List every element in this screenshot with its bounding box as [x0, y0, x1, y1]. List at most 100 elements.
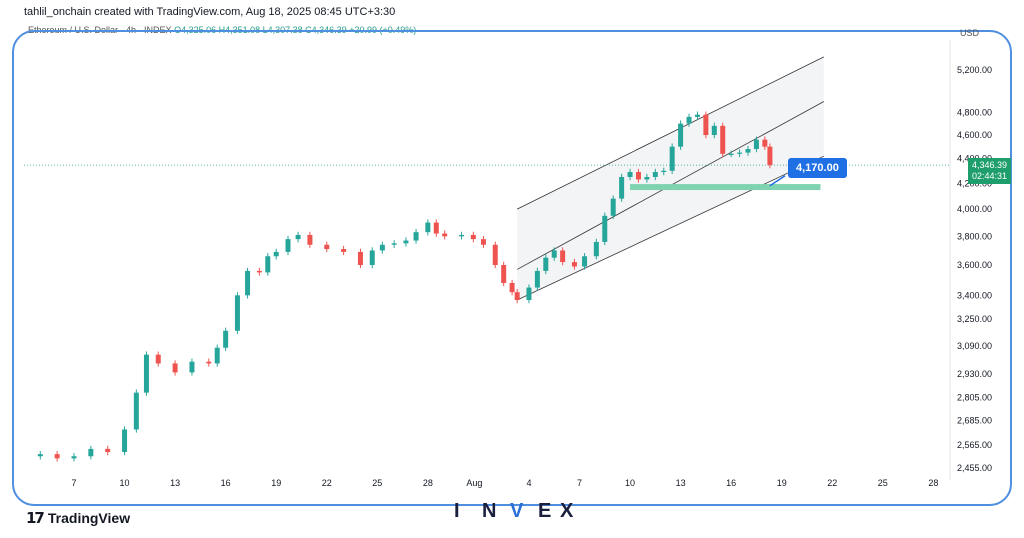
candle[interactable]: [762, 139, 768, 147]
candle[interactable]: [602, 215, 608, 242]
y-tick-label: 3,800.00: [957, 231, 992, 241]
candle[interactable]: [459, 234, 465, 237]
y-tick-label: 2,565.00: [957, 440, 992, 450]
candle[interactable]: [88, 448, 94, 457]
candle[interactable]: [737, 152, 743, 154]
candle[interactable]: [728, 153, 734, 155]
x-tick-label: 4: [526, 478, 531, 488]
candle[interactable]: [610, 198, 616, 216]
last-price-value: 4,346.39: [971, 160, 1007, 170]
candle[interactable]: [273, 251, 279, 257]
x-tick-label: 13: [676, 478, 686, 488]
candle[interactable]: [155, 354, 161, 364]
currency-label: USD: [960, 28, 980, 38]
candle[interactable]: [543, 257, 549, 271]
y-tick-label: 5,200.00: [957, 65, 992, 75]
candle[interactable]: [582, 256, 588, 267]
x-tick-label: 28: [928, 478, 938, 488]
invex-watermark: I N V E X: [448, 494, 578, 530]
candle[interactable]: [369, 250, 375, 266]
candle[interactable]: [619, 176, 625, 199]
channel-lower-line[interactable]: [516, 155, 824, 301]
candle[interactable]: [214, 347, 220, 364]
brand-letter-x: X: [560, 500, 576, 522]
chart-creator-note: tahlil_onchain created with TradingView.…: [24, 6, 396, 18]
candle[interactable]: [644, 176, 650, 180]
candle[interactable]: [206, 361, 212, 364]
candle[interactable]: [37, 454, 43, 457]
y-tick-label: 4,000.00: [957, 204, 992, 214]
candle[interactable]: [560, 250, 566, 263]
candle[interactable]: [189, 361, 195, 373]
candle[interactable]: [492, 244, 498, 266]
candle[interactable]: [54, 454, 60, 459]
candle[interactable]: [379, 244, 385, 251]
chart-frame: [12, 30, 1012, 506]
candle[interactable]: [245, 270, 251, 296]
candle[interactable]: [678, 123, 684, 147]
candle[interactable]: [122, 429, 128, 453]
candle[interactable]: [661, 170, 667, 173]
candle[interactable]: [551, 250, 557, 258]
x-tick-label: 19: [271, 478, 281, 488]
candle[interactable]: [172, 363, 178, 373]
candle[interactable]: [265, 256, 271, 273]
brand-letter-e: E: [538, 500, 554, 522]
candle[interactable]: [143, 354, 149, 393]
candle[interactable]: [753, 139, 759, 150]
candle[interactable]: [593, 241, 599, 257]
x-tick-label: 25: [878, 478, 888, 488]
candle[interactable]: [526, 287, 532, 301]
candle[interactable]: [745, 149, 751, 153]
candle[interactable]: [324, 244, 330, 250]
candle[interactable]: [433, 222, 439, 234]
y-tick-label: 3,250.00: [957, 314, 992, 324]
y-tick-label: 4,600.00: [957, 130, 992, 140]
candle[interactable]: [635, 172, 641, 180]
last-price-tag: 4,346.39 02:44:31: [967, 158, 1011, 184]
candle[interactable]: [480, 239, 486, 245]
candle[interactable]: [256, 270, 262, 273]
brand-letter-v: V: [510, 500, 526, 522]
candle-countdown: 02:44:31: [971, 171, 1007, 181]
candle[interactable]: [627, 172, 633, 177]
candle[interactable]: [105, 448, 111, 453]
candle[interactable]: [223, 330, 229, 348]
candle[interactable]: [470, 234, 476, 240]
candle[interactable]: [133, 392, 139, 430]
candle[interactable]: [720, 125, 726, 154]
candle[interactable]: [295, 234, 301, 240]
candle[interactable]: [357, 251, 363, 266]
candle[interactable]: [652, 172, 658, 177]
x-tick-label: 10: [120, 478, 130, 488]
x-tick-label: 22: [827, 478, 837, 488]
candle[interactable]: [703, 114, 709, 136]
candle[interactable]: [391, 243, 397, 245]
tradingview-logo[interactable]: 17 TradingView: [26, 509, 130, 527]
candle[interactable]: [501, 265, 507, 283]
x-tick-label: 7: [71, 478, 76, 488]
candle[interactable]: [307, 234, 313, 245]
candle[interactable]: [403, 240, 409, 244]
x-tick-label: 19: [777, 478, 787, 488]
candle[interactable]: [571, 262, 577, 267]
candle[interactable]: [686, 116, 692, 124]
candle[interactable]: [341, 249, 347, 252]
support-zone[interactable]: [630, 184, 821, 191]
candle[interactable]: [514, 292, 520, 301]
candle[interactable]: [234, 295, 240, 331]
candle[interactable]: [767, 146, 773, 166]
candle[interactable]: [425, 222, 431, 233]
candle[interactable]: [534, 270, 540, 288]
candle[interactable]: [71, 456, 77, 459]
candle[interactable]: [285, 239, 291, 252]
candle[interactable]: [509, 282, 515, 293]
candle[interactable]: [711, 125, 717, 136]
x-tick-label: 25: [372, 478, 382, 488]
channel-upper-line[interactable]: [516, 56, 825, 210]
candle[interactable]: [442, 233, 448, 237]
candle[interactable]: [413, 232, 419, 241]
candle[interactable]: [694, 114, 700, 117]
candle[interactable]: [669, 146, 675, 171]
